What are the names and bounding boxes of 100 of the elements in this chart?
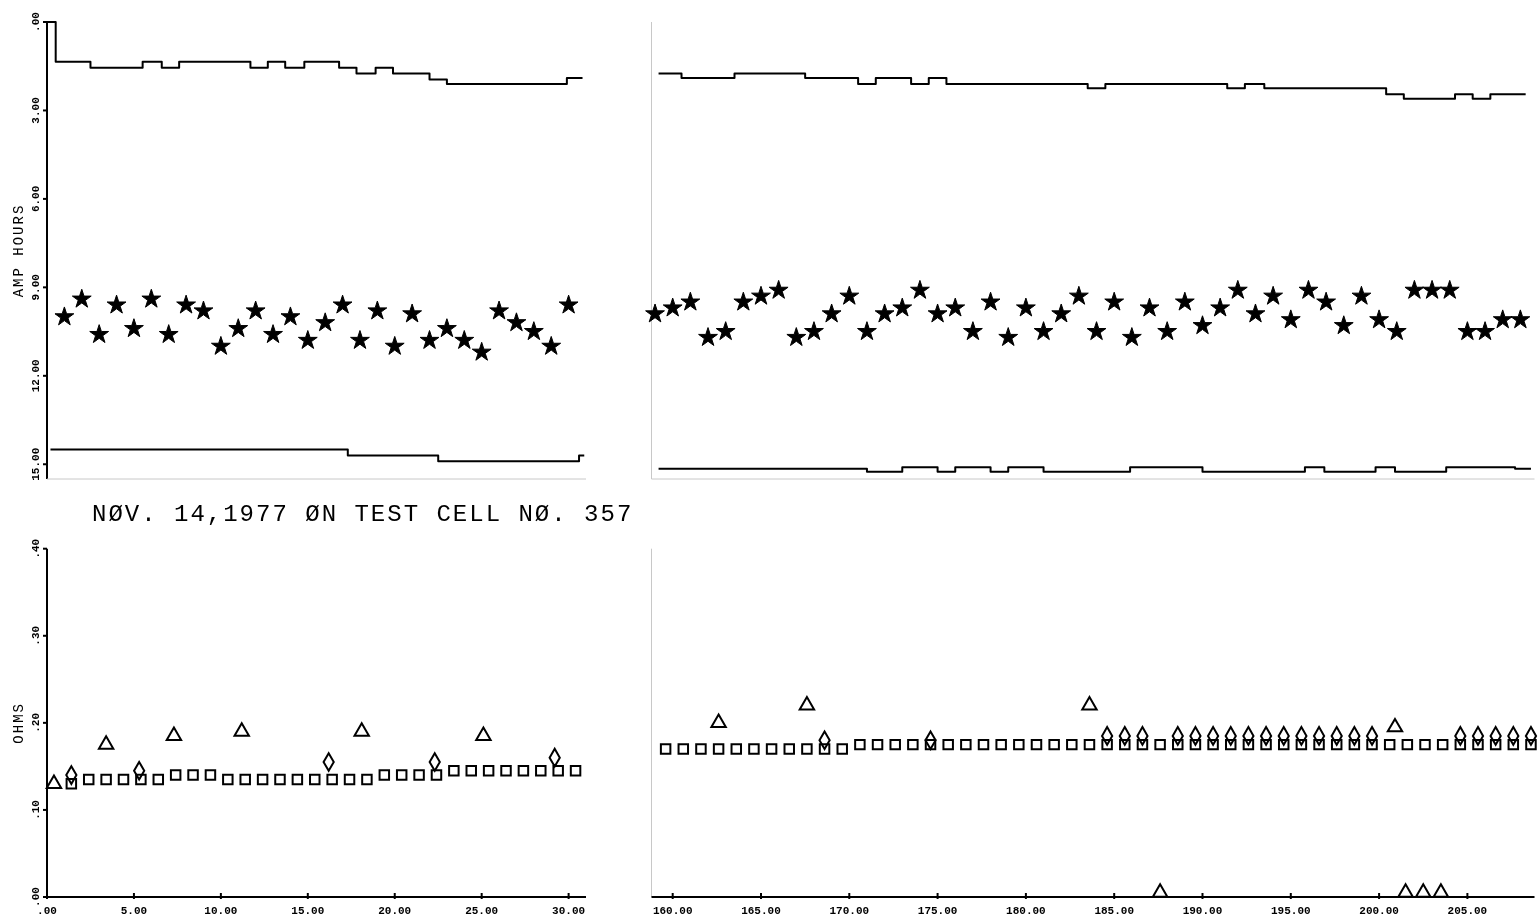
point — [176, 294, 197, 314]
point — [871, 738, 884, 751]
point — [1472, 738, 1484, 751]
point — [141, 288, 162, 308]
point — [367, 300, 388, 320]
point — [1086, 321, 1107, 341]
point — [1207, 738, 1219, 751]
point — [942, 738, 954, 751]
point — [245, 300, 266, 320]
x-tick-label: 205.00 — [1447, 905, 1488, 917]
point — [1397, 883, 1414, 898]
point — [54, 306, 75, 326]
point — [945, 297, 966, 317]
point — [1524, 726, 1538, 746]
point — [1369, 309, 1390, 329]
point — [1457, 321, 1478, 341]
point — [1227, 279, 1248, 299]
point — [892, 297, 913, 317]
point — [384, 335, 405, 355]
point — [193, 300, 214, 320]
x-tick-label: 10.00 — [204, 905, 238, 917]
point — [924, 738, 937, 751]
point — [1119, 738, 1131, 751]
point — [1174, 291, 1195, 311]
point — [801, 743, 813, 755]
x-tick-label: 190.00 — [1182, 905, 1223, 917]
point — [1312, 726, 1326, 746]
point — [960, 738, 972, 751]
x-tick-label: 160.00 — [652, 905, 693, 917]
point — [280, 306, 301, 326]
x-tick-label: 175.00 — [917, 905, 958, 917]
point — [1415, 883, 1432, 898]
point — [1154, 738, 1166, 751]
point — [907, 738, 919, 751]
point — [854, 738, 866, 751]
point — [1475, 321, 1495, 341]
point — [857, 321, 877, 341]
point — [715, 321, 736, 341]
y-tick-label: 9.00 — [30, 274, 42, 301]
point — [1066, 738, 1078, 751]
point — [1101, 738, 1113, 751]
point — [454, 330, 475, 349]
point — [402, 303, 423, 323]
point — [1295, 738, 1308, 751]
point — [998, 327, 1019, 346]
point — [419, 330, 440, 349]
point — [1330, 738, 1343, 751]
point — [645, 303, 665, 323]
point — [71, 288, 92, 308]
point — [1422, 279, 1442, 299]
point — [659, 743, 672, 755]
y-axis-title: OHMS — [11, 702, 27, 744]
point — [1015, 297, 1036, 317]
point — [263, 324, 283, 344]
point — [1192, 315, 1213, 335]
point — [1439, 279, 1460, 299]
point — [1083, 738, 1096, 751]
point — [1225, 738, 1237, 751]
x-tick-label: 200.00 — [1359, 905, 1399, 917]
point — [1157, 321, 1178, 341]
point — [818, 743, 831, 755]
point — [1210, 297, 1231, 317]
x-tick-label: 165.00 — [741, 905, 781, 917]
chart-title: NØV. 14,1977 ØN TEST CELL NØ. 357 — [92, 500, 634, 528]
point — [1280, 309, 1301, 329]
point — [821, 303, 842, 323]
point — [523, 321, 544, 341]
point — [1510, 309, 1531, 329]
x-tick-label: 170.00 — [829, 905, 870, 917]
point — [680, 291, 701, 311]
point — [489, 300, 509, 320]
point — [332, 294, 353, 314]
point — [106, 294, 127, 314]
y-tick-label: 12.00 — [30, 359, 42, 393]
point — [506, 312, 527, 332]
point — [1333, 315, 1354, 335]
point — [1245, 303, 1266, 323]
point — [889, 738, 901, 751]
point — [836, 743, 848, 755]
point — [1189, 738, 1202, 751]
point — [1172, 738, 1184, 751]
y-axis-title: AMP HOURS — [11, 203, 27, 298]
point — [1298, 279, 1319, 299]
x-tick-label: 5.00 — [120, 905, 148, 917]
point — [1313, 738, 1325, 751]
point — [1454, 738, 1467, 751]
point — [730, 743, 743, 755]
x-tick-label: 180.00 — [1006, 905, 1046, 917]
point — [297, 330, 318, 349]
point — [839, 285, 860, 305]
point — [1121, 327, 1142, 346]
point — [1048, 738, 1060, 751]
point — [1259, 726, 1273, 746]
point — [436, 318, 457, 338]
point — [1242, 738, 1255, 751]
point — [1260, 738, 1272, 751]
point — [733, 291, 754, 311]
y-tick-label: .00 — [30, 12, 42, 32]
x-tick-label: 195.00 — [1270, 905, 1311, 917]
point — [751, 285, 771, 305]
